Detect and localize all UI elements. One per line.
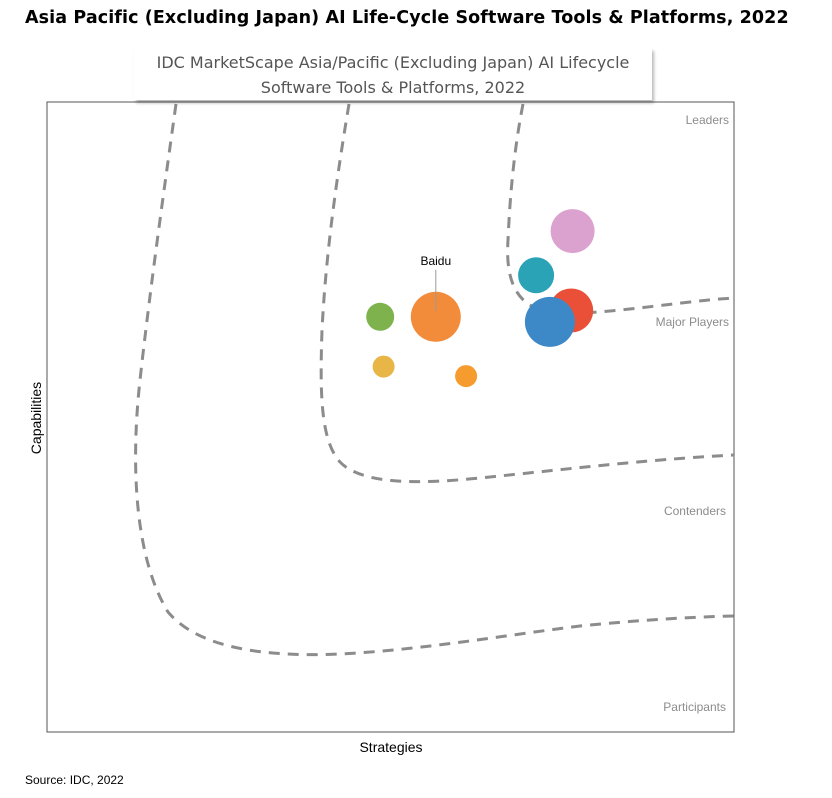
plot-frame xyxy=(46,101,735,733)
chart-caption: IDC MarketScape Asia/Pacific (Excluding … xyxy=(134,48,652,100)
boundary-major-players xyxy=(319,103,735,484)
vendor-bubble-6 xyxy=(366,302,395,331)
caption-line-2: Software Tools & Platforms, 2022 xyxy=(260,78,526,97)
zone-boundaries xyxy=(134,103,735,657)
zone-label-leaders: Leaders xyxy=(686,113,729,127)
vendor-bubble-5 xyxy=(410,291,461,342)
bubble-layer: Baidu xyxy=(366,209,595,388)
zone-label-contenders: Contenders xyxy=(664,504,726,518)
bubble-label: Baidu xyxy=(420,254,451,268)
y-axis-label: Capabilities xyxy=(28,382,44,454)
zone-label-major-players: Major Players xyxy=(656,315,729,329)
x-axis-label: Strategies xyxy=(359,739,422,755)
vendor-bubble-4 xyxy=(524,296,575,347)
boundary-leaders xyxy=(506,103,735,315)
zone-label-participants: Participants xyxy=(663,700,726,714)
vendor-bubble-2 xyxy=(518,257,555,294)
source-note: Source: IDC, 2022 xyxy=(25,773,124,787)
caption-line-1: IDC MarketScape Asia/Pacific (Excluding … xyxy=(156,53,630,72)
vendor-bubble-8 xyxy=(455,365,478,388)
page-title: Asia Pacific (Excluding Japan) AI Life-C… xyxy=(25,8,789,28)
vendor-bubble-7 xyxy=(372,355,395,378)
vendor-bubble-1 xyxy=(550,209,595,254)
boundary-contenders xyxy=(134,103,735,657)
